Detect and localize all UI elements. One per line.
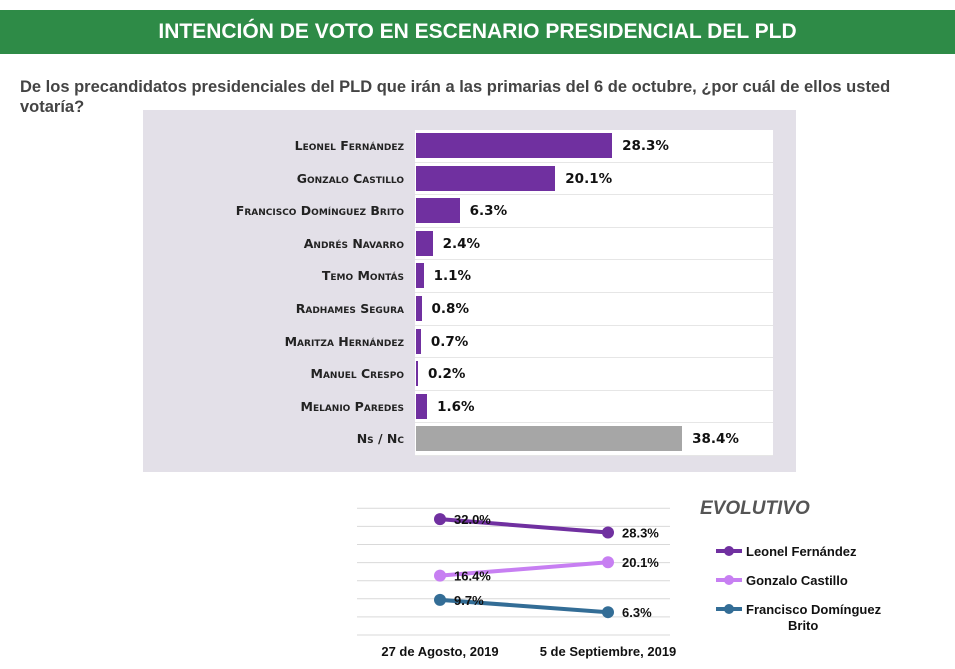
bar-row: Francisco Domínguez Brito 6.3% (143, 195, 796, 228)
data-label: 32.0% (454, 512, 491, 527)
legend-marker (724, 546, 734, 556)
bar-value-label: 2.4% (442, 235, 481, 252)
data-point (602, 606, 614, 619)
row-divider (415, 422, 773, 424)
data-point (434, 569, 446, 582)
data-point (602, 526, 614, 539)
bar-row: Manuel Crespo 0.2% (143, 358, 796, 391)
bar-value-label: 0.2% (428, 366, 466, 383)
bar (416, 426, 683, 452)
bar (416, 165, 556, 191)
data-label: 28.3% (622, 526, 659, 541)
bar (416, 393, 428, 419)
x-tick-label: 5 de Septiembre, 2019 (540, 644, 677, 659)
legend-label: Leonel Fernández (746, 544, 857, 559)
legend-label: Francisco Domínguez Brito (746, 602, 882, 633)
row-divider (415, 357, 773, 359)
bar (416, 296, 422, 321)
line-chart-title: EVOLUTIVO (700, 498, 810, 519)
row-divider (415, 259, 773, 261)
bar-row: Maritza Hernández 0.7% (143, 326, 796, 359)
bar (416, 328, 421, 354)
bar-row: Leonel Fernández 28.3% (143, 130, 796, 163)
row-divider (415, 226, 773, 228)
bar-category-label: Andrés Navarro (303, 235, 404, 251)
bar-value-label: 1.6% (437, 398, 475, 415)
bar-row: Melanio Paredes 1.6% (143, 391, 796, 424)
bar-chart: Leonel Fernández 28.3% Gonzalo Castillo 2… (143, 110, 796, 472)
legend-marker (724, 575, 734, 585)
bar-category-label: Francisco Domínguez Brito (235, 203, 404, 219)
data-point (434, 513, 446, 526)
row-divider (415, 389, 773, 391)
bar-value-label: 0.7% (430, 333, 469, 350)
bar (416, 230, 433, 256)
bar (416, 198, 460, 224)
bar-category-label: Ns / Nc (356, 431, 404, 447)
row-divider (415, 194, 773, 196)
page-header: INTENCIÓN DE VOTO EN ESCENARIO PRESIDENC… (0, 10, 955, 54)
bar-row: Ns / Nc 38.4% (143, 423, 796, 456)
series-line (439, 517, 609, 535)
bar-category-label: Gonzalo Castillo (296, 170, 404, 186)
bar (416, 133, 613, 158)
bar (416, 263, 424, 289)
bar-row: Andrés Navarro 2.4% (143, 228, 796, 261)
bar-value-label: 38.4% (692, 431, 739, 448)
data-label: 16.4% (454, 569, 491, 584)
data-label: 6.3% (622, 605, 652, 620)
bar-value-label: 0.8% (431, 301, 469, 317)
x-tick-label: 27 de Agosto, 2019 (381, 644, 498, 659)
bar-value-label: 1.1% (433, 268, 472, 285)
data-point (434, 593, 446, 606)
question-text: De los precandidatos presidenciales del … (20, 78, 891, 116)
bar (416, 361, 418, 387)
row-divider (415, 324, 773, 326)
data-label: 20.1% (622, 555, 659, 570)
series-line (439, 597, 609, 615)
bar-category-label: Melanio Paredes (300, 398, 404, 414)
row-divider (415, 291, 773, 293)
bar-row: Gonzalo Castillo 20.1% (143, 163, 796, 196)
data-label: 9.7% (454, 593, 484, 608)
bar-category-label: Manuel Crespo (310, 366, 404, 382)
bar-category-label: Temo Montás (321, 268, 404, 284)
bar-row: Radhames Segura 0.8% (143, 293, 796, 326)
bar-category-label: Leonel Fernández (294, 138, 404, 153)
row-divider (415, 454, 773, 456)
legend-label: Gonzalo Castillo (746, 573, 848, 588)
bar-value-label: 20.1% (565, 170, 613, 187)
bar-category-label: Maritza Hernández (284, 333, 404, 349)
data-point (602, 556, 614, 569)
bar-row: Temo Montás 1.1% (143, 260, 796, 293)
series-line (439, 560, 609, 578)
row-divider (415, 161, 773, 163)
bar-category-label: Radhames Segura (295, 301, 404, 316)
bar-value-label: 6.3% (469, 203, 508, 220)
bar-value-label: 28.3% (622, 138, 669, 154)
legend-marker (724, 604, 734, 614)
